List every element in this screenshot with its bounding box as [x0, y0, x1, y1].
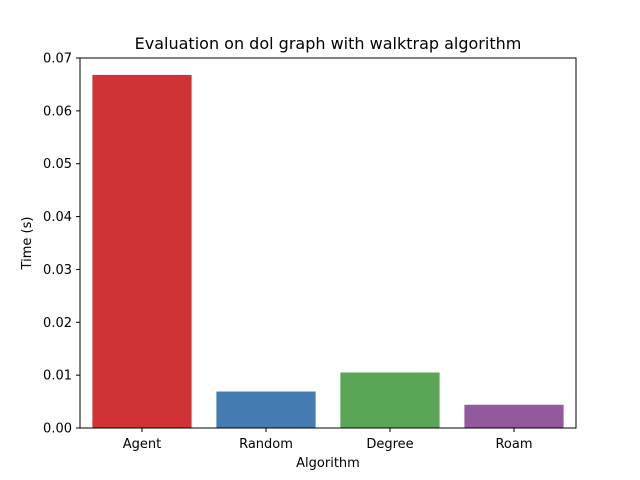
- y-tick-label: 0.07: [43, 52, 72, 67]
- bars-group: [92, 74, 564, 429]
- x-tick-label: Agent: [123, 437, 161, 452]
- x-tick-label: Degree: [366, 437, 413, 452]
- y-tick-label: 0.01: [43, 369, 72, 384]
- bar-agent: [92, 74, 192, 429]
- plot-frame: [79, 57, 577, 429]
- y-tick-label: 0.03: [43, 263, 72, 278]
- x-axis: Agent Random Degree Roam: [123, 428, 533, 452]
- y-axis-label: Time (s): [20, 217, 35, 271]
- y-tick-label: 0.05: [43, 157, 72, 172]
- bar-roam: [464, 404, 564, 428]
- x-tick-label: Random: [239, 437, 293, 452]
- bar-random: [216, 391, 316, 428]
- x-axis-label: Algorithm: [296, 456, 360, 471]
- bar-degree: [340, 372, 440, 428]
- y-tick-label: 0.00: [43, 422, 72, 437]
- y-tick-label: 0.06: [43, 104, 72, 119]
- y-tick-label: 0.04: [43, 210, 72, 225]
- y-axis: 0.00 0.01 0.02 0.03 0.04 0.05 0.06 0.07: [43, 52, 80, 437]
- y-tick-label: 0.02: [43, 316, 72, 331]
- x-tick-label: Roam: [495, 437, 532, 452]
- chart-title: Evaluation on dol graph with walktrap al…: [135, 34, 522, 53]
